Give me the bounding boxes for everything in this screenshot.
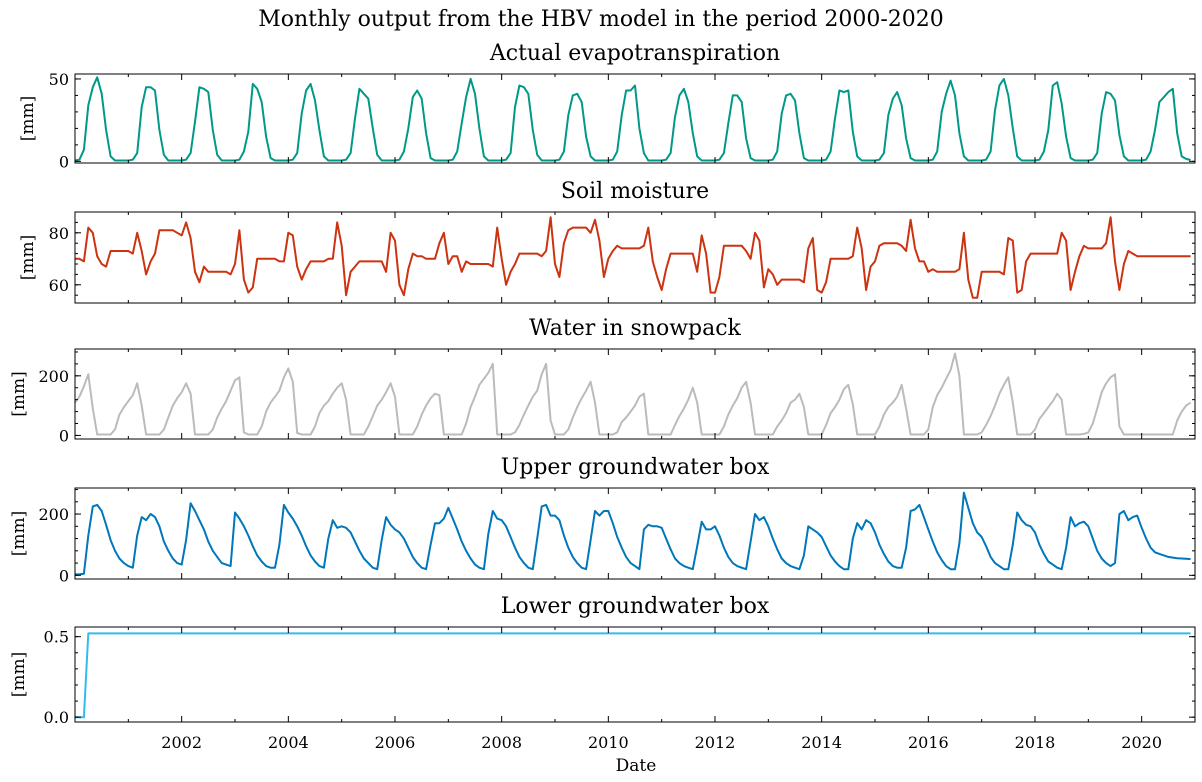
panel-title: Soil moisture bbox=[561, 179, 709, 204]
x-tick-label: 2002 bbox=[161, 733, 202, 752]
x-tick-label: 2006 bbox=[375, 733, 416, 752]
series-line bbox=[75, 632, 1191, 719]
x-axis-label: Date bbox=[616, 756, 657, 776]
axes-frame bbox=[74, 487, 1196, 580]
y-tick-label: 80 bbox=[49, 224, 69, 243]
y-tick-label: 0 bbox=[59, 426, 69, 445]
axes-frame bbox=[74, 348, 1196, 440]
x-tick-label: 2018 bbox=[1015, 733, 1056, 752]
panel-5: Lower groundwater box [mm] 0.0 0.5 bbox=[9, 594, 1196, 727]
x-tick-labels: 2002 2004 2006 2008 2010 2012 2014 2016 2018 2020 bbox=[161, 733, 1162, 752]
panel-title: Upper groundwater box bbox=[501, 455, 770, 480]
y-tick-label: 0.0 bbox=[44, 708, 69, 727]
axes-frame bbox=[74, 626, 1196, 723]
axes-frame bbox=[74, 211, 1196, 304]
x-tick-label: 2012 bbox=[695, 733, 736, 752]
panel-title: Water in snowpack bbox=[529, 316, 741, 341]
panels: Actual evapotranspiration [mm] 0 50 Soil moi… bbox=[9, 41, 1196, 752]
panel-title: Actual evapotranspiration bbox=[489, 41, 780, 66]
y-tick-label: 200 bbox=[38, 367, 69, 386]
axes-frame bbox=[74, 73, 1196, 164]
x-tick-label: 2016 bbox=[908, 733, 949, 752]
y-tick-label: 60 bbox=[49, 276, 69, 295]
y-axis-label: [mm] bbox=[9, 371, 29, 417]
series-line bbox=[74, 76, 1191, 162]
x-tick-label: 2008 bbox=[481, 733, 522, 752]
figure-title: Monthly output from the HBV model in the… bbox=[258, 7, 944, 32]
x-tick-label: 2014 bbox=[801, 733, 842, 752]
panel-1: Actual evapotranspiration [mm] 0 50 bbox=[18, 41, 1196, 171]
y-tick-label: 0 bbox=[59, 566, 69, 585]
y-tick-label: 200 bbox=[38, 505, 69, 524]
x-tick-label: 2004 bbox=[268, 733, 309, 752]
y-axis-label: [mm] bbox=[9, 511, 29, 557]
y-axis-label: [mm] bbox=[18, 96, 38, 142]
panel-4: Upper groundwater box [mm] 0 200 bbox=[9, 455, 1196, 585]
x-tick-label: 2010 bbox=[588, 733, 629, 752]
y-tick-label: 0.5 bbox=[44, 628, 69, 647]
series-line bbox=[75, 216, 1191, 299]
y-tick-label: 50 bbox=[49, 70, 69, 89]
y-tick-label: 0 bbox=[59, 152, 69, 171]
panel-title: Lower groundwater box bbox=[501, 594, 770, 619]
x-tick-label: 2020 bbox=[1121, 733, 1162, 752]
y-axis-label: [mm] bbox=[18, 235, 38, 281]
panel-2: Soil moisture [mm] 60 80 bbox=[18, 179, 1196, 304]
series-line bbox=[74, 352, 1192, 436]
panel-3: Water in snowpack [mm] 0 200 bbox=[9, 316, 1196, 445]
series-line bbox=[75, 491, 1191, 576]
y-axis-label: [mm] bbox=[9, 652, 29, 698]
